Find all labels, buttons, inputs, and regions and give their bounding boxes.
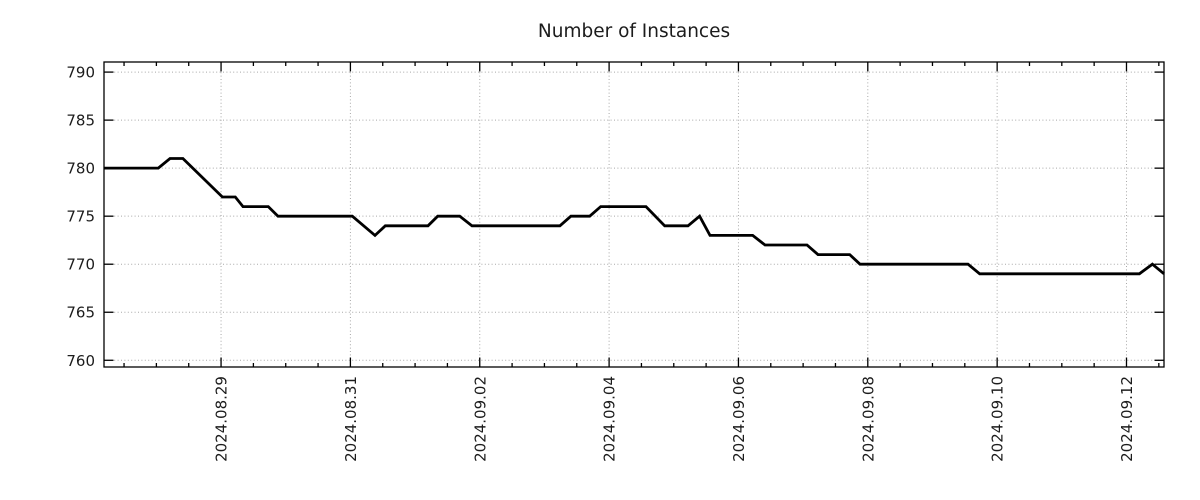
y-tick-label: 775 [66, 208, 95, 226]
grid-layer [104, 62, 1164, 367]
x-tick-label: 2024.09.08 [859, 376, 877, 462]
x-tick-label: 2024.09.12 [1118, 376, 1136, 462]
x-tick-label: 2024.09.02 [471, 376, 489, 462]
y-tick-label: 785 [66, 112, 95, 130]
axes-layer [103, 61, 1165, 368]
y-tick-label: 790 [66, 64, 95, 82]
chart-title: Number of Instances [538, 21, 730, 42]
axis-label-layer: 760 765 770 775 780 785 790 2024.08.29 2024.08.3… [66, 64, 1136, 462]
x-tick-label: 2024.08.31 [342, 376, 360, 462]
x-tick-label: 2024.08.29 [213, 376, 231, 462]
x-tick-label: 2024.09.06 [730, 376, 748, 462]
y-tick-label: 780 [66, 160, 95, 178]
series-layer [104, 157, 1165, 276]
x-tick-label: 2024.09.10 [989, 376, 1007, 462]
plot-border [103, 61, 1165, 368]
y-tick-label: 765 [66, 304, 95, 322]
y-tick-label: 770 [66, 256, 95, 274]
y-tick-label: 760 [66, 352, 95, 370]
series-line [104, 157, 1165, 276]
x-tick-label: 2024.09.04 [601, 376, 619, 462]
